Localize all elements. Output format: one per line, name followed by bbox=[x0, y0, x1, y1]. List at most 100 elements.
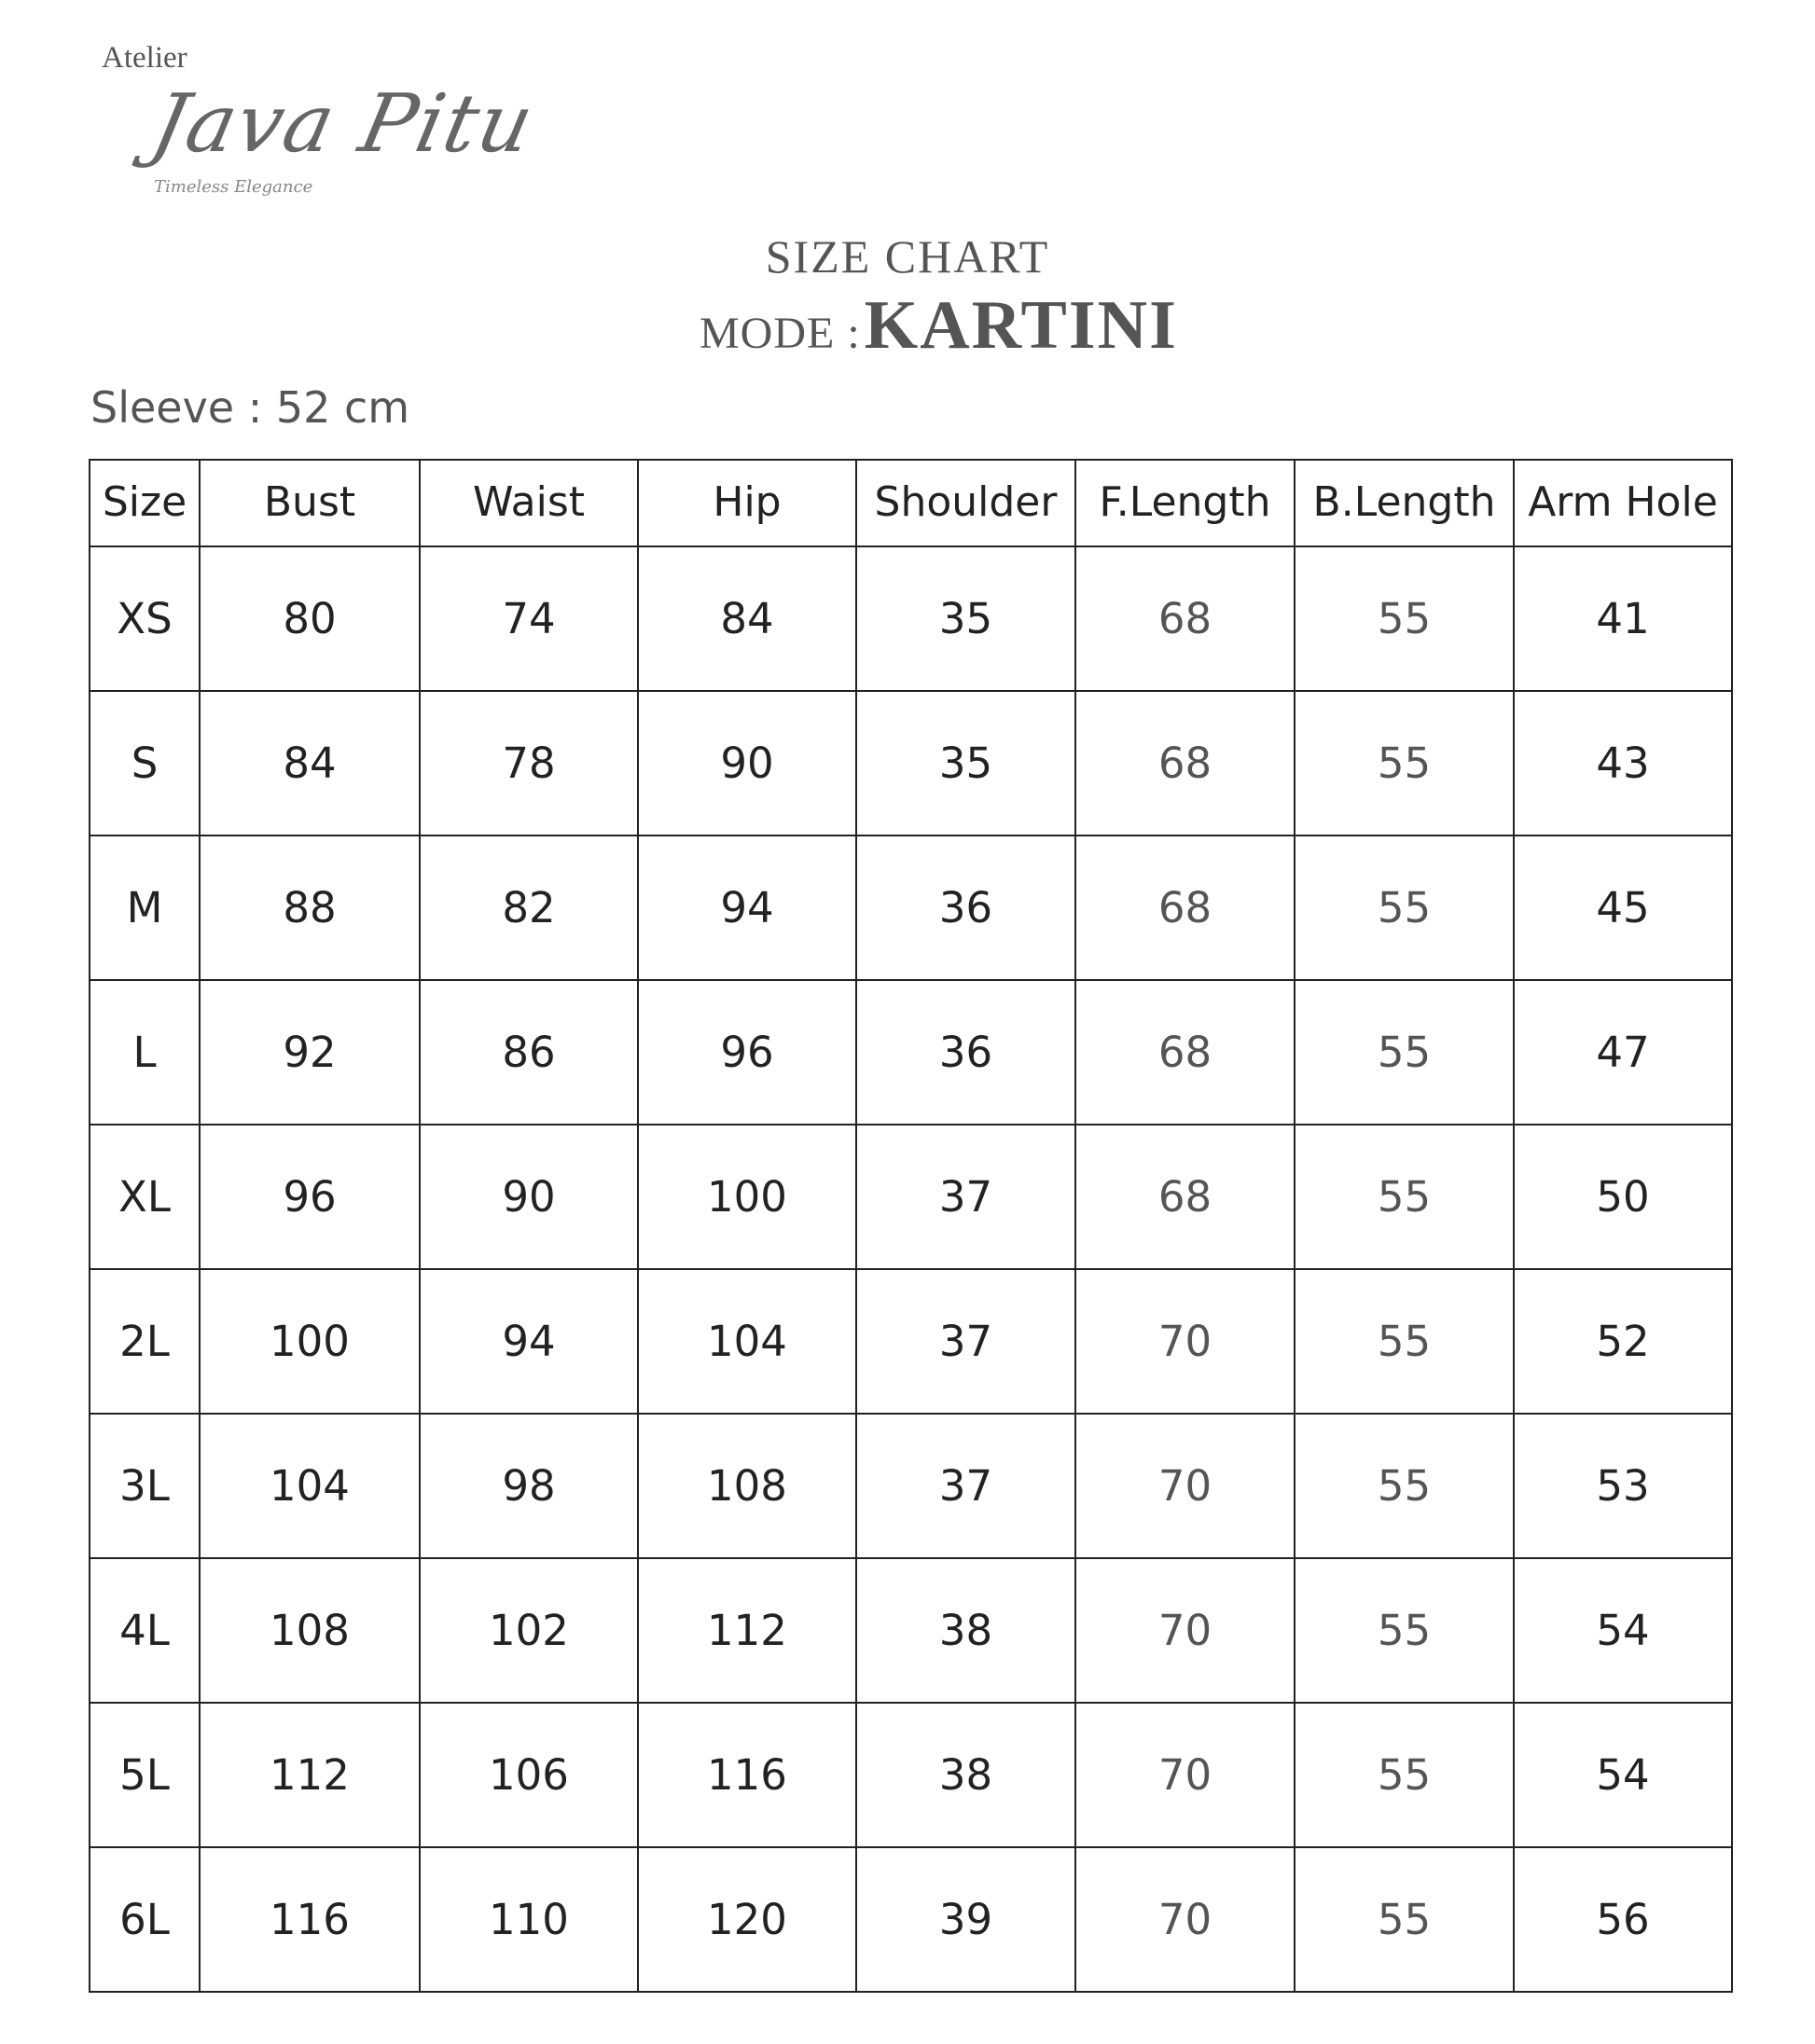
table-cell: 120 bbox=[637, 1846, 857, 1993]
table-cell: 55 bbox=[1294, 979, 1515, 1126]
table-cell: 74 bbox=[419, 546, 639, 692]
table-cell: 6L bbox=[89, 1846, 201, 1993]
table-cell: 84 bbox=[199, 690, 421, 836]
sleeve-length: Sleeve : 52 cm bbox=[90, 382, 410, 433]
table-row: M 88 82 94 36 68 55 45 bbox=[89, 835, 1733, 981]
column-header: Bust bbox=[199, 459, 421, 547]
table-cell: 55 bbox=[1294, 1413, 1515, 1559]
table-cell: 55 bbox=[1294, 1268, 1515, 1415]
table-cell: S bbox=[89, 690, 201, 836]
table-cell: 80 bbox=[199, 546, 421, 692]
table-cell: 70 bbox=[1074, 1846, 1295, 1993]
table-header-row: Size Bust Waist Hip Shoulder F.Length B.Length… bbox=[89, 459, 1733, 547]
table-cell: 68 bbox=[1074, 546, 1295, 692]
mode-label: MODE : bbox=[700, 309, 861, 358]
table-cell: 100 bbox=[637, 1124, 857, 1270]
table-cell: 70 bbox=[1074, 1702, 1295, 1848]
table-cell: 90 bbox=[419, 1124, 639, 1270]
table-cell: 3L bbox=[89, 1413, 201, 1559]
table-cell: 78 bbox=[419, 690, 639, 836]
table-cell: 35 bbox=[855, 690, 1076, 836]
table-cell: 53 bbox=[1513, 1413, 1733, 1559]
table-cell: 36 bbox=[855, 979, 1076, 1126]
table-cell: 96 bbox=[637, 979, 857, 1126]
column-header: Size bbox=[89, 459, 201, 547]
table-cell: 55 bbox=[1294, 1557, 1515, 1704]
table-cell: M bbox=[89, 835, 201, 981]
table-cell: 37 bbox=[855, 1268, 1076, 1415]
table-cell: 88 bbox=[199, 835, 421, 981]
table-cell: 37 bbox=[855, 1413, 1076, 1559]
table-cell: 2L bbox=[89, 1268, 201, 1415]
table-cell: 70 bbox=[1074, 1268, 1295, 1415]
column-header: Shoulder bbox=[855, 459, 1076, 547]
table-cell: 55 bbox=[1294, 835, 1515, 981]
table-cell: 55 bbox=[1294, 690, 1515, 836]
table-cell: 82 bbox=[419, 835, 639, 981]
table-cell: 112 bbox=[199, 1702, 421, 1848]
brand-logo: Atelier Java Pitu Timeless Elegance bbox=[98, 43, 620, 201]
table-cell: 108 bbox=[199, 1557, 421, 1704]
table-cell: 4L bbox=[89, 1557, 201, 1704]
table-cell: 96 bbox=[199, 1124, 421, 1270]
table-cell: 106 bbox=[419, 1702, 639, 1848]
table-cell: 55 bbox=[1294, 546, 1515, 692]
table-row: 5L 112 106 116 38 70 55 54 bbox=[89, 1702, 1733, 1848]
table-row: XS 80 74 84 35 68 55 41 bbox=[89, 546, 1733, 692]
table-cell: 50 bbox=[1513, 1124, 1733, 1270]
table-cell: 55 bbox=[1294, 1846, 1515, 1993]
table-cell: 70 bbox=[1074, 1413, 1295, 1559]
table-row: L 92 86 96 36 68 55 47 bbox=[89, 979, 1733, 1126]
table-cell: 104 bbox=[199, 1413, 421, 1559]
table-cell: 100 bbox=[199, 1268, 421, 1415]
table-cell: 86 bbox=[419, 979, 639, 1126]
table-cell: 37 bbox=[855, 1124, 1076, 1270]
table-cell: 68 bbox=[1074, 835, 1295, 981]
table-cell: 52 bbox=[1513, 1268, 1733, 1415]
table-cell: 90 bbox=[637, 690, 857, 836]
table-cell: 5L bbox=[89, 1702, 201, 1848]
column-header: Arm Hole bbox=[1513, 459, 1733, 547]
table-cell: 55 bbox=[1294, 1124, 1515, 1270]
mode-title: MODE : KARTINI bbox=[700, 291, 1178, 360]
table-cell: 68 bbox=[1074, 979, 1295, 1126]
table-cell: 110 bbox=[419, 1846, 639, 1993]
size-chart-table: Size Bust Waist Hip Shoulder F.Length B.Length… bbox=[89, 459, 1733, 1993]
table-row: 2L 100 94 104 37 70 55 52 bbox=[89, 1268, 1733, 1415]
table-cell: 92 bbox=[199, 979, 421, 1126]
table-cell: 54 bbox=[1513, 1557, 1733, 1704]
table-row: XL 96 90 100 37 68 55 50 bbox=[89, 1124, 1733, 1270]
table-cell: 56 bbox=[1513, 1846, 1733, 1993]
table-cell: 84 bbox=[637, 546, 857, 692]
column-header: B.Length bbox=[1294, 459, 1515, 547]
table-row: 4L 108 102 112 38 70 55 54 bbox=[89, 1557, 1733, 1704]
table-cell: 108 bbox=[637, 1413, 857, 1559]
table-row: 6L 116 110 120 39 70 55 56 bbox=[89, 1846, 1733, 1993]
table-cell: 94 bbox=[419, 1268, 639, 1415]
table-cell: L bbox=[89, 979, 201, 1126]
table-cell: 35 bbox=[855, 546, 1076, 692]
table-cell: 43 bbox=[1513, 690, 1733, 836]
table-cell: 38 bbox=[855, 1702, 1076, 1848]
column-header: Hip bbox=[637, 459, 857, 547]
column-header: Waist bbox=[419, 459, 639, 547]
table-cell: 36 bbox=[855, 835, 1076, 981]
table-cell: 68 bbox=[1074, 690, 1295, 836]
table-cell: XS bbox=[89, 546, 201, 692]
logo-tagline: Timeless Elegance bbox=[154, 177, 313, 197]
page-title: SIZE CHART bbox=[765, 230, 1050, 283]
table-cell: 41 bbox=[1513, 546, 1733, 692]
table-cell: XL bbox=[89, 1124, 201, 1270]
logo-script: Java Pitu bbox=[144, 77, 543, 171]
table-cell: 112 bbox=[637, 1557, 857, 1704]
table-cell: 70 bbox=[1074, 1557, 1295, 1704]
table-cell: 55 bbox=[1294, 1702, 1515, 1848]
table-cell: 39 bbox=[855, 1846, 1076, 1993]
mode-name: KARTINI bbox=[864, 287, 1178, 364]
table-cell: 54 bbox=[1513, 1702, 1733, 1848]
table-cell: 45 bbox=[1513, 835, 1733, 981]
table-cell: 102 bbox=[419, 1557, 639, 1704]
table-cell: 116 bbox=[637, 1702, 857, 1848]
table-cell: 98 bbox=[419, 1413, 639, 1559]
table-row: S 84 78 90 35 68 55 43 bbox=[89, 690, 1733, 836]
